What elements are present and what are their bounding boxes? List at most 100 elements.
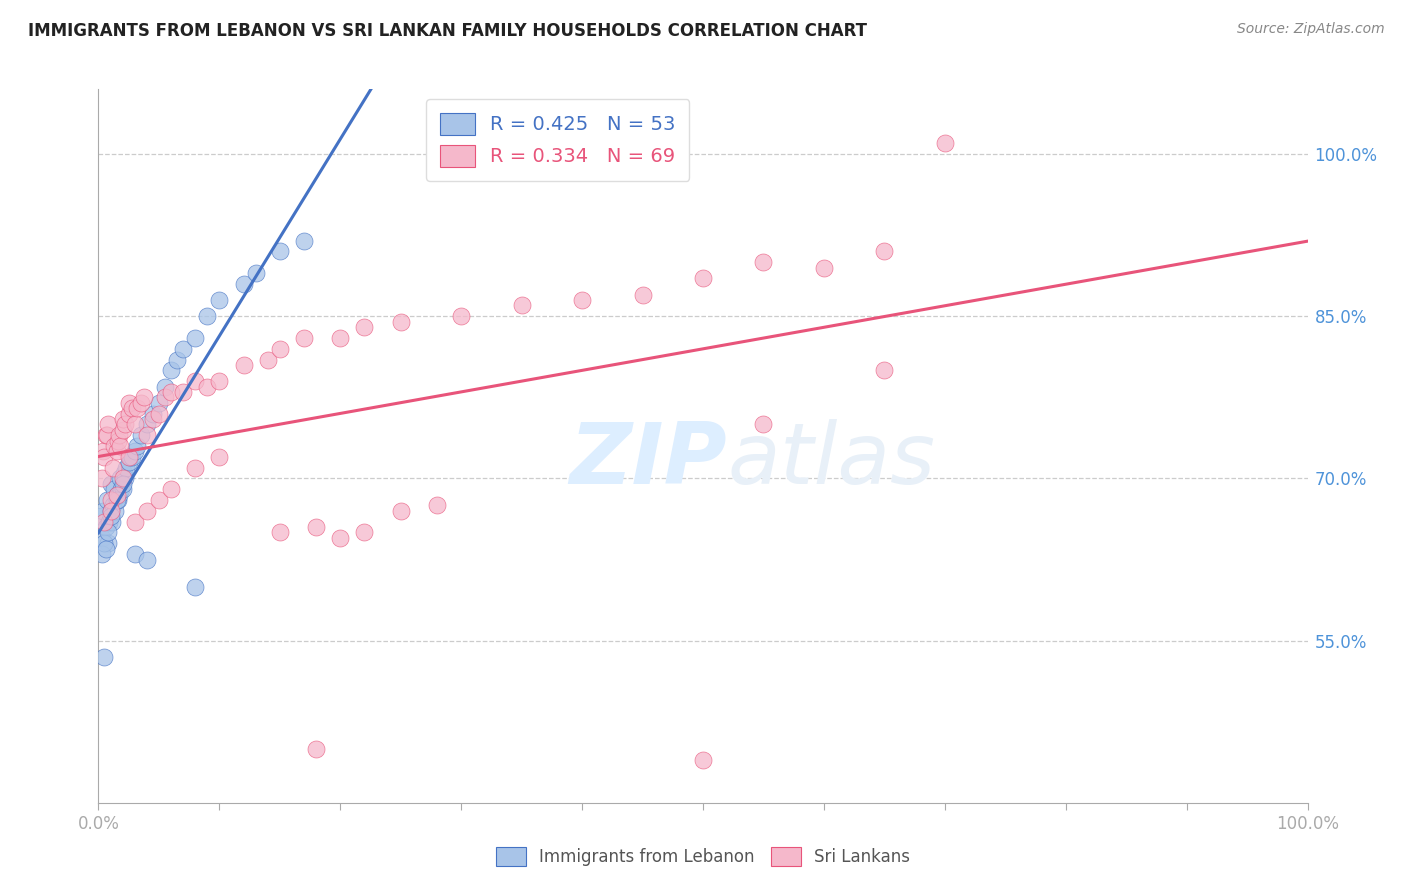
Point: [111, 482, 134, 496]
Point: [172, 384, 194, 399]
Point: [329, 531, 352, 545]
Point: [353, 320, 375, 334]
Point: [389, 504, 412, 518]
Legend: Immigrants from Lebanon, Sri Lankans: Immigrants from Lebanon, Sri Lankans: [489, 840, 917, 873]
Point: [269, 525, 291, 540]
Point: [108, 471, 131, 485]
Point: [91, 504, 114, 518]
Point: [353, 525, 375, 540]
Point: [93, 536, 115, 550]
Point: [245, 266, 267, 280]
Point: [232, 277, 254, 291]
Point: [134, 390, 156, 404]
Point: [100, 509, 122, 524]
Point: [101, 499, 124, 513]
Point: [105, 488, 128, 502]
Point: [195, 310, 218, 324]
Point: [135, 504, 157, 518]
Point: [112, 466, 135, 480]
Point: [100, 504, 122, 518]
Text: IMMIGRANTS FROM LEBANON VS SRI LANKAN FAMILY HOUSEHOLDS CORRELATION CHART: IMMIGRANTS FROM LEBANON VS SRI LANKAN FA…: [28, 22, 868, 40]
Point: [118, 450, 141, 464]
Point: [124, 417, 146, 432]
Point: [114, 417, 136, 432]
Point: [752, 417, 775, 432]
Point: [631, 287, 654, 301]
Point: [692, 271, 714, 285]
Point: [329, 331, 352, 345]
Point: [91, 547, 114, 561]
Point: [934, 136, 956, 151]
Point: [91, 444, 114, 458]
Point: [389, 315, 412, 329]
Point: [172, 342, 194, 356]
Point: [153, 379, 176, 393]
Point: [121, 450, 143, 464]
Point: [135, 552, 157, 566]
Point: [426, 499, 449, 513]
Point: [91, 531, 114, 545]
Point: [571, 293, 593, 307]
Text: Source: ZipAtlas.com: Source: ZipAtlas.com: [1237, 22, 1385, 37]
Point: [104, 504, 127, 518]
Point: [100, 504, 122, 518]
Point: [111, 412, 134, 426]
Point: [93, 515, 115, 529]
Point: [135, 428, 157, 442]
Point: [269, 244, 291, 259]
Point: [153, 390, 176, 404]
Point: [873, 363, 896, 377]
Point: [269, 342, 291, 356]
Point: [124, 444, 146, 458]
Point: [115, 460, 138, 475]
Point: [94, 428, 117, 442]
Point: [184, 460, 207, 475]
Point: [121, 401, 143, 416]
Point: [107, 493, 129, 508]
Point: [752, 255, 775, 269]
Point: [873, 244, 896, 259]
Point: [208, 293, 231, 307]
Point: [91, 471, 114, 485]
Point: [108, 428, 131, 442]
Point: [148, 493, 170, 508]
Point: [142, 407, 165, 421]
Point: [129, 428, 152, 442]
Point: [305, 741, 328, 756]
Point: [160, 363, 183, 377]
Point: [93, 450, 115, 464]
Point: [97, 417, 120, 432]
Point: [195, 379, 218, 393]
Point: [107, 434, 129, 448]
Point: [110, 482, 132, 496]
Point: [184, 331, 207, 345]
Point: [127, 401, 149, 416]
Point: [813, 260, 835, 275]
Point: [256, 352, 278, 367]
Point: [111, 423, 134, 437]
Text: atlas: atlas: [727, 418, 935, 502]
Point: [124, 547, 146, 561]
Point: [510, 298, 533, 312]
Point: [97, 525, 120, 540]
Point: [142, 412, 165, 426]
Point: [118, 407, 141, 421]
Point: [111, 471, 134, 485]
Point: [94, 520, 117, 534]
Point: [118, 455, 141, 469]
Point: [90, 509, 112, 524]
Point: [103, 439, 125, 453]
Point: [108, 439, 131, 453]
Point: [450, 310, 472, 324]
Point: [148, 396, 170, 410]
Text: ZIP: ZIP: [569, 418, 727, 502]
Point: [93, 649, 115, 664]
Point: [105, 488, 128, 502]
Point: [111, 476, 134, 491]
Point: [166, 352, 188, 367]
Point: [135, 417, 157, 432]
Point: [184, 580, 207, 594]
Point: [118, 396, 141, 410]
Point: [103, 482, 125, 496]
Point: [208, 450, 231, 464]
